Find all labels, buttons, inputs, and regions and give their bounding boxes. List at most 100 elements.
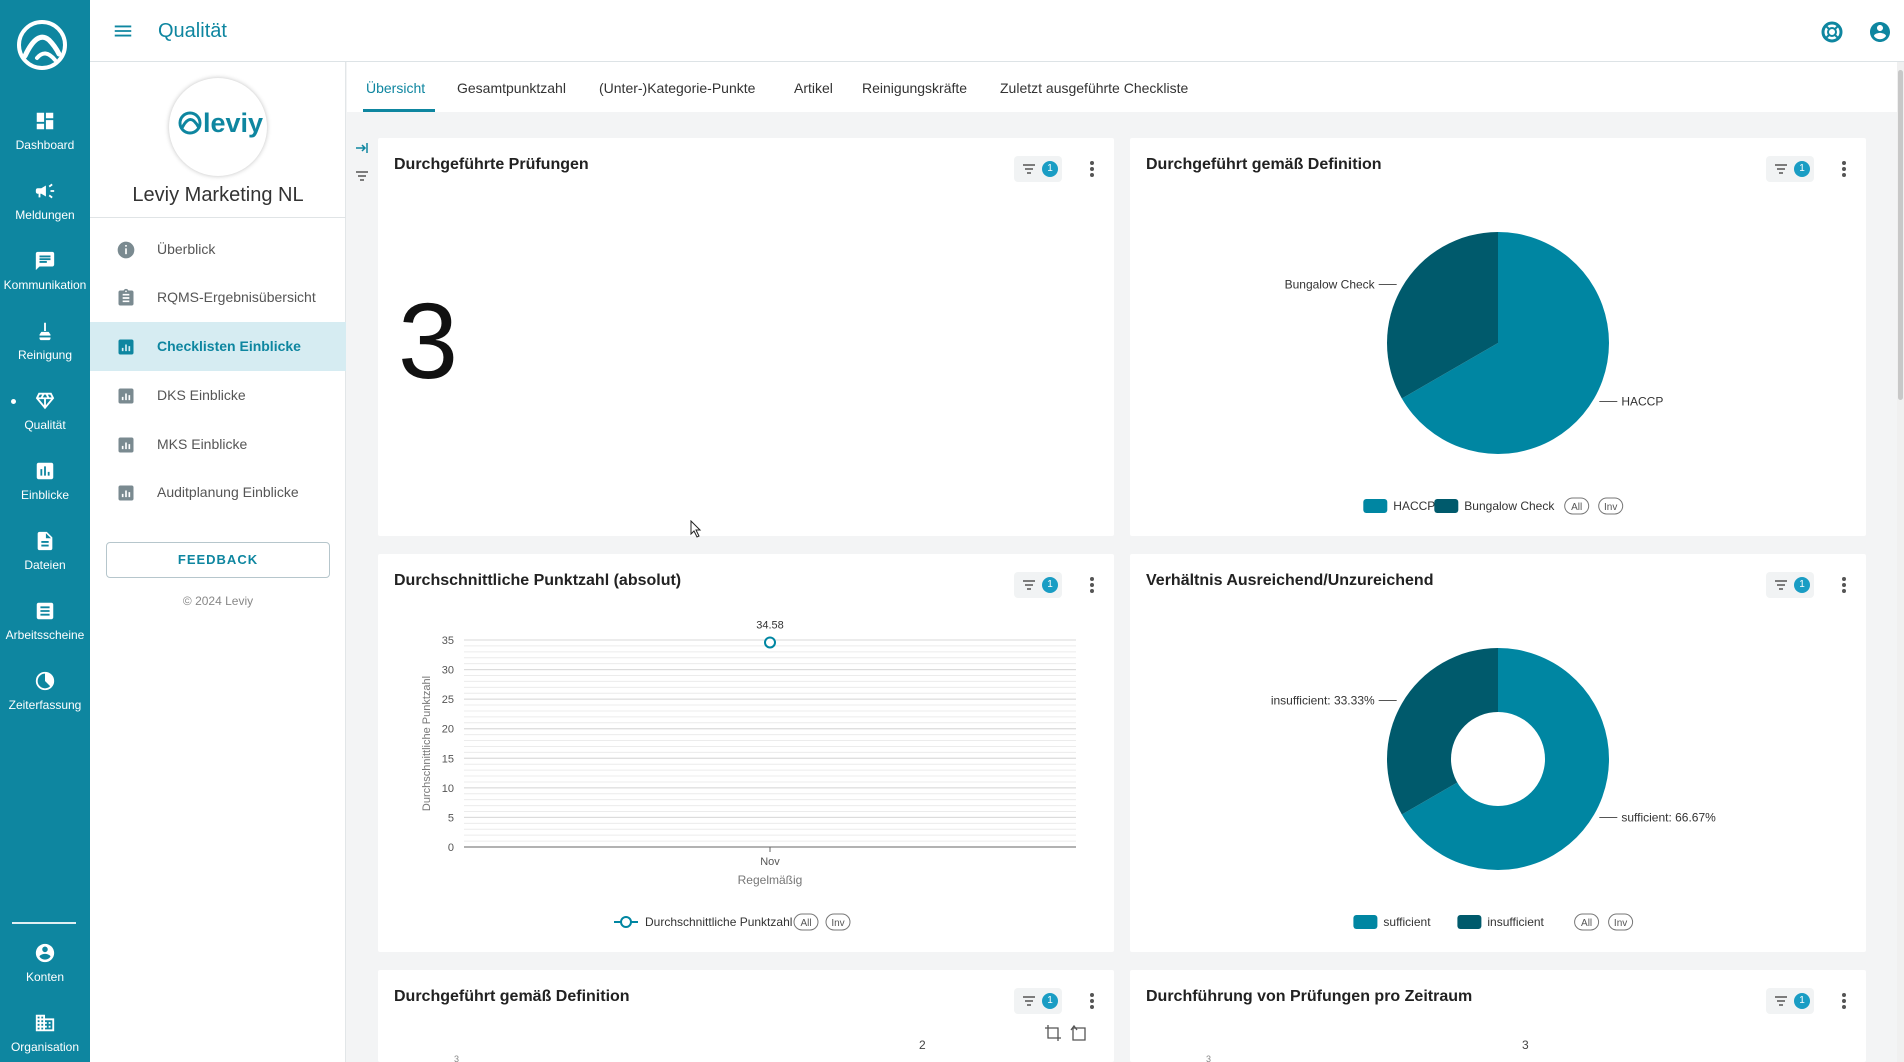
y-tick-label: 5: [448, 812, 454, 824]
tab-reinigungskraefte[interactable]: Reinigungskräfte: [862, 80, 968, 96]
rail-item-konten[interactable]: Konten: [0, 942, 90, 984]
leviy-mark-icon: [178, 111, 202, 135]
rail-label: Organisation: [10, 1040, 80, 1054]
x-axis-label: Regelmäßig: [738, 873, 803, 887]
sidebar-item-label: Auditplanung Einblicke: [157, 484, 299, 500]
more-options-icon[interactable]: [1837, 572, 1851, 598]
filter-icon: [1023, 164, 1035, 174]
page-title: Qualität: [158, 20, 227, 42]
rail-item-qualitaet[interactable]: Qualität: [0, 390, 90, 432]
card-filter-button[interactable]: 1: [1766, 156, 1814, 182]
y-tick-label: 0: [448, 842, 454, 854]
tab-uebersicht[interactable]: Übersicht: [366, 80, 426, 96]
legend-toggle: [1564, 497, 1590, 515]
y-tick-label: 15: [442, 753, 454, 765]
data-point: [764, 636, 776, 649]
expand-filter-panel-icon[interactable]: [354, 140, 370, 156]
rail-label: Zeiterfassung: [8, 698, 82, 712]
card-durchgefuehrt-definition: Durchgeführt gemäß Definition 1 HACCP Bun…: [1130, 138, 1866, 536]
support-lifebuoy-icon[interactable]: [1820, 20, 1844, 44]
tab-gesamtpunktzahl[interactable]: Gesamtpunktzahl: [457, 80, 566, 96]
sidebar-item-rqms[interactable]: RQMS-Ergebnisübersicht: [90, 273, 346, 322]
scrollbar-thumb[interactable]: [1898, 70, 1903, 400]
dashboard-icon: [36, 112, 54, 130]
card-title: Durchgeführte Prüfungen: [394, 156, 589, 173]
sidebar-item-auditplanung[interactable]: Auditplanung Einblicke: [90, 468, 346, 517]
tab-kategorie-punkte[interactable]: (Unter-)Kategorie-Punkte: [599, 80, 756, 96]
pie-slice: [1387, 232, 1498, 399]
main-navigation-rail: Dashboard Meldungen Kommunikation Reinig…: [0, 0, 90, 1062]
rail-label: Arbeitsscheine: [5, 628, 85, 642]
sidebar-item-ueberblick[interactable]: Überblick: [90, 225, 346, 274]
tab-artikel[interactable]: Artikel: [794, 80, 833, 96]
legend-toggle-label: All: [1581, 918, 1592, 929]
card-verhaeltnis: Verhältnis Ausreichend/Unzureichend 1 su…: [1130, 554, 1866, 952]
sidebar-item-label: Checklisten Einblicke: [157, 338, 301, 354]
y-tick-label: 20: [442, 724, 454, 736]
card-filter-button[interactable]: 1: [1014, 156, 1062, 182]
rail-item-einblicke[interactable]: Einblicke: [0, 460, 90, 502]
leviy-logo-icon[interactable]: [15, 18, 69, 72]
insights-sidebar: leviy Leviy Marketing NL Überblick RQMS-…: [90, 62, 346, 1062]
rail-divider: [12, 922, 76, 924]
more-options-icon[interactable]: [1837, 988, 1851, 1014]
zoom-select-icon[interactable]: [1044, 1024, 1062, 1042]
card-filter-button[interactable]: 1: [1014, 572, 1062, 598]
user-account-icon[interactable]: [1868, 20, 1892, 44]
feedback-button[interactable]: FEEDBACK: [106, 542, 330, 578]
sidebar-item-dks[interactable]: DKS Einblicke: [90, 371, 346, 420]
sidebar-divider: [90, 217, 346, 218]
diamond-icon: [35, 392, 55, 410]
more-options-icon[interactable]: [1085, 988, 1099, 1014]
card-filter-button[interactable]: 1: [1014, 988, 1062, 1014]
donut-hole: [1451, 712, 1545, 806]
filter-icon: [1023, 996, 1035, 1006]
sidebar-item-mks[interactable]: MKS Einblicke: [90, 420, 346, 469]
data-label: 34.58: [756, 619, 784, 631]
clipboard-icon: [118, 288, 134, 306]
more-options-icon[interactable]: [1085, 572, 1099, 598]
y-tick-label: 25: [442, 694, 454, 706]
card-title: Durchgeführt gemäß Definition: [394, 988, 630, 1005]
card-title: Durchschnittliche Punktzahl (absolut): [394, 572, 682, 589]
card-title: Verhältnis Ausreichend/Unzureichend: [1146, 572, 1434, 589]
top-bar: Qualität: [90, 0, 1904, 62]
more-options-icon[interactable]: [1085, 156, 1099, 182]
active-indicator: [11, 399, 16, 404]
legend-toggle-label: Inv: [1604, 502, 1617, 513]
card-durchschnittliche-punktzahl: Durchschnittliche Punktzahl (absolut) 1 …: [378, 554, 1114, 952]
card-filter-button[interactable]: 1: [1766, 572, 1814, 598]
rail-item-reinigung[interactable]: Reinigung: [0, 320, 90, 362]
insights-icon: [118, 485, 134, 501]
rail-item-arbeitsscheine[interactable]: Arbeitsscheine: [0, 600, 90, 642]
pie-label: insufficient: 33.33%: [1271, 693, 1375, 707]
rail-item-kommunikation[interactable]: Kommunikation: [0, 250, 90, 292]
rail-label: Dashboard: [15, 138, 75, 152]
zoom-reset-icon[interactable]: [1070, 1024, 1088, 1042]
rail-item-dashboard[interactable]: Dashboard: [0, 110, 90, 152]
rail-item-dateien[interactable]: Dateien: [0, 530, 90, 572]
rail-label: Qualität: [24, 418, 66, 432]
rail-item-zeiterfassung[interactable]: Zeiterfassung: [0, 670, 90, 712]
filter-icon[interactable]: [354, 168, 370, 184]
rail-item-meldungen[interactable]: Meldungen: [0, 180, 90, 222]
pie-label: Bungalow Check: [1285, 277, 1376, 291]
legend-label: sufficient: [1383, 915, 1431, 929]
scrollbar-track[interactable]: [1897, 62, 1904, 1062]
rail-item-organisation[interactable]: Organisation: [0, 1012, 90, 1054]
legend-toggle-label: Inv: [831, 918, 844, 929]
tab-zuletzt-ausgefuehrte-checkliste[interactable]: Zuletzt ausgeführte Checkliste: [1000, 80, 1189, 96]
more-options-icon[interactable]: [1837, 156, 1851, 182]
legend-toggle-label: Inv: [1614, 918, 1627, 929]
card-title: Durchgeführt gemäß Definition: [1146, 156, 1382, 173]
sidebar-item-checklisten[interactable]: Checklisten Einblicke: [90, 322, 346, 371]
card-durchgefuehrte-pruefungen: Durchgeführte Prüfungen 1 3: [378, 138, 1114, 536]
filter-count-badge: 1: [1042, 577, 1058, 593]
organisation-name: Leviy Marketing NL: [132, 184, 304, 206]
card-filter-button[interactable]: 1: [1766, 988, 1814, 1014]
legend-swatch: [1434, 499, 1459, 513]
hamburger-menu-icon[interactable]: [112, 20, 134, 42]
chat-icon: [35, 251, 55, 271]
legend-toggle: [793, 913, 819, 931]
account-icon: [35, 943, 55, 963]
